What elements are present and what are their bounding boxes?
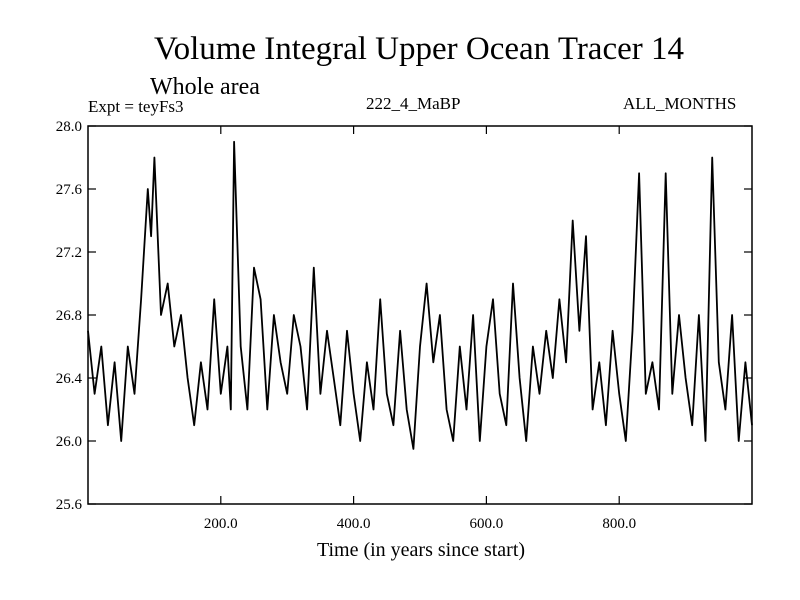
- x-tick-label: 400.0: [337, 516, 371, 532]
- series-group: [87, 140, 753, 450]
- y-tick-label: 28.0: [56, 119, 82, 135]
- months-label: ALL_MONTHS: [623, 94, 737, 113]
- chart-subtitle: Whole area: [150, 74, 260, 100]
- x-axis-label: Time (in years since start): [316, 539, 526, 561]
- run-label: 222_4_MaBP: [366, 94, 461, 113]
- y-tick-label: 26.0: [56, 434, 82, 450]
- x-tick-label: 200.0: [204, 516, 238, 532]
- experiment-label: Expt = teyFs3: [88, 97, 184, 116]
- y-tick-label: 26.4: [56, 371, 83, 387]
- series-line: [87, 140, 753, 450]
- plot-frame: [87, 125, 753, 505]
- y-tick-label: 25.6: [56, 497, 83, 513]
- x-tick-label: 600.0: [470, 516, 504, 532]
- y-tick-label: 27.2: [56, 245, 82, 261]
- y-tick-label: 27.6: [56, 182, 83, 198]
- x-tick-label: 800.0: [602, 516, 636, 532]
- chart-title: Volume Integral Upper Ocean Tracer 14: [154, 31, 684, 67]
- y-axis: 25.6 26.0 26.4 26.8 27.2 27.6 28.0: [56, 119, 752, 513]
- y-tick-label: 26.8: [56, 308, 82, 324]
- x-axis: 200.0 400.0 600.0 800.0: [204, 126, 636, 532]
